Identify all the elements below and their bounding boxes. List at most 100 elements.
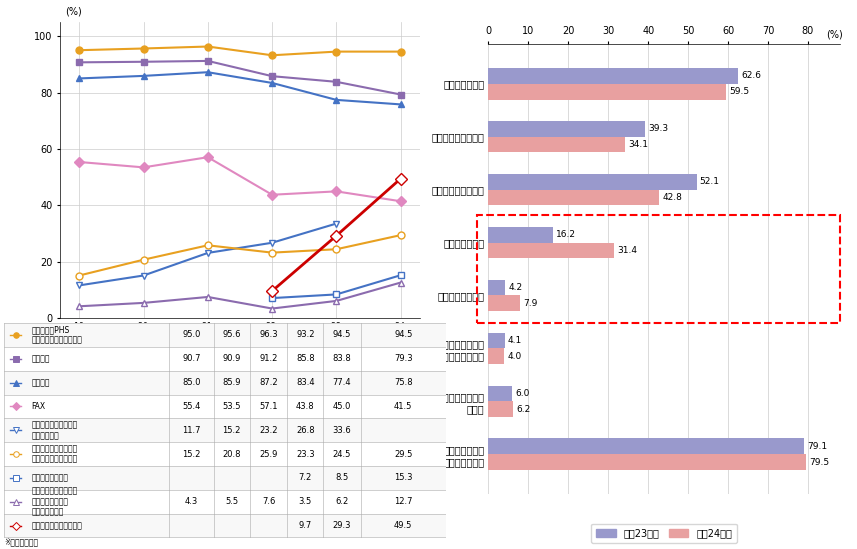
Text: 31.4: 31.4 xyxy=(617,246,637,255)
Text: 39.3: 39.3 xyxy=(649,124,668,133)
Bar xyxy=(4,371,446,395)
Text: 4.3: 4.3 xyxy=(185,497,198,506)
Text: 15.2: 15.2 xyxy=(183,450,201,458)
Text: 93.2: 93.2 xyxy=(296,330,315,339)
Text: 94.5: 94.5 xyxy=(394,330,412,339)
Bar xyxy=(488,173,697,189)
Text: 6.2: 6.2 xyxy=(517,405,530,414)
Text: 90.7: 90.7 xyxy=(183,354,201,363)
Bar xyxy=(488,385,512,401)
Text: 42.8: 42.8 xyxy=(662,193,682,202)
Text: 33.6: 33.6 xyxy=(333,426,351,435)
Text: 9.7: 9.7 xyxy=(298,521,312,530)
Bar xyxy=(4,442,446,466)
Text: 3.5: 3.5 xyxy=(298,497,312,506)
Text: 85.9: 85.9 xyxy=(223,378,241,387)
Text: 4.1: 4.1 xyxy=(508,336,522,345)
Bar xyxy=(488,137,625,153)
Text: 83.8: 83.8 xyxy=(333,354,351,363)
Text: 固定電話: 固定電話 xyxy=(31,354,50,363)
Bar xyxy=(4,418,446,442)
Text: (%): (%) xyxy=(65,6,82,16)
Text: 23.2: 23.2 xyxy=(260,426,278,435)
Text: 83.4: 83.4 xyxy=(296,378,315,387)
Text: 29.5: 29.5 xyxy=(394,450,412,458)
Bar xyxy=(4,347,446,371)
Text: 96.3: 96.3 xyxy=(259,330,278,339)
Text: 57.1: 57.1 xyxy=(260,402,278,411)
Bar xyxy=(488,295,520,311)
Text: 85.8: 85.8 xyxy=(296,354,315,363)
Bar xyxy=(4,395,446,418)
Text: 95.6: 95.6 xyxy=(223,330,241,339)
Bar xyxy=(488,121,645,137)
Text: 6.2: 6.2 xyxy=(335,497,349,506)
Text: 91.2: 91.2 xyxy=(260,354,278,363)
Text: 79.3: 79.3 xyxy=(394,354,412,363)
Text: 62.6: 62.6 xyxy=(741,71,762,80)
Bar xyxy=(476,215,840,323)
Text: （再掲）スマートフォン: （再掲）スマートフォン xyxy=(31,521,82,530)
Text: FAX: FAX xyxy=(31,402,45,411)
Text: 20.8: 20.8 xyxy=(223,450,241,458)
Text: 25.9: 25.9 xyxy=(260,450,278,458)
Bar xyxy=(488,333,505,349)
Text: パソコン: パソコン xyxy=(31,378,50,387)
Text: 43.8: 43.8 xyxy=(296,402,315,411)
Text: 16.2: 16.2 xyxy=(556,230,577,239)
Bar xyxy=(488,243,614,259)
Text: 95.0: 95.0 xyxy=(183,330,201,339)
Bar xyxy=(488,227,553,243)
Bar xyxy=(4,514,446,537)
Text: 15.2: 15.2 xyxy=(223,426,241,435)
Text: 52.1: 52.1 xyxy=(699,177,720,186)
Text: 12.7: 12.7 xyxy=(394,497,412,506)
Text: 79.1: 79.1 xyxy=(807,442,828,451)
Text: 4.2: 4.2 xyxy=(508,283,523,292)
Text: 7.2: 7.2 xyxy=(298,473,312,483)
Text: 59.5: 59.5 xyxy=(729,87,749,96)
Text: 29.3: 29.3 xyxy=(333,521,351,530)
Text: (%): (%) xyxy=(827,30,843,40)
Text: 94.5: 94.5 xyxy=(333,330,351,339)
Text: 49.5: 49.5 xyxy=(394,521,412,530)
Bar xyxy=(488,68,739,83)
Text: 26.8: 26.8 xyxy=(296,426,315,435)
Text: 24.5: 24.5 xyxy=(333,450,351,458)
Text: 85.0: 85.0 xyxy=(183,378,201,387)
Text: 8.5: 8.5 xyxy=(335,473,349,483)
Bar xyxy=(4,490,446,514)
Text: 7.6: 7.6 xyxy=(261,497,275,506)
Legend: 平成23年末, 平成24年末: 平成23年末, 平成24年末 xyxy=(591,524,737,544)
Text: 53.5: 53.5 xyxy=(223,402,241,411)
Text: 23.3: 23.3 xyxy=(296,450,315,458)
Text: 携帯電話・PHS
（スマートフォン含む）: 携帯電話・PHS （スマートフォン含む） xyxy=(31,325,82,345)
Text: 55.4: 55.4 xyxy=(183,402,201,411)
Text: 75.8: 75.8 xyxy=(394,378,412,387)
Bar xyxy=(488,189,659,205)
Text: 87.2: 87.2 xyxy=(259,378,278,387)
Text: その他インターネット
に接続できる家電
（情報家電）等: その他インターネット に接続できる家電 （情報家電）等 xyxy=(31,487,77,517)
Text: 6.0: 6.0 xyxy=(516,389,530,398)
Text: 15.3: 15.3 xyxy=(394,473,412,483)
Text: インターネットに接続
できる家庭用ゲーム機: インターネットに接続 できる家庭用ゲーム機 xyxy=(31,444,77,464)
Text: 41.5: 41.5 xyxy=(394,402,412,411)
Text: 90.9: 90.9 xyxy=(223,354,241,363)
Text: 79.5: 79.5 xyxy=(809,458,830,467)
Text: インターネットに接続
できるテレビ: インターネットに接続 できるテレビ xyxy=(31,421,77,440)
Bar xyxy=(488,455,806,470)
Text: 7.9: 7.9 xyxy=(524,299,537,308)
Bar xyxy=(488,83,726,99)
Text: 77.4: 77.4 xyxy=(333,378,351,387)
Text: 4.0: 4.0 xyxy=(507,352,522,361)
Bar xyxy=(4,466,446,490)
Text: ※無回答を除く: ※無回答を除く xyxy=(4,537,39,547)
Text: 45.0: 45.0 xyxy=(333,402,351,411)
Bar xyxy=(488,401,513,417)
Bar xyxy=(488,279,506,295)
Bar xyxy=(488,349,505,365)
Text: タブレット型端末: タブレット型端末 xyxy=(31,473,69,483)
Text: 34.1: 34.1 xyxy=(628,140,648,149)
Text: 5.5: 5.5 xyxy=(225,497,238,506)
Bar xyxy=(488,439,805,455)
